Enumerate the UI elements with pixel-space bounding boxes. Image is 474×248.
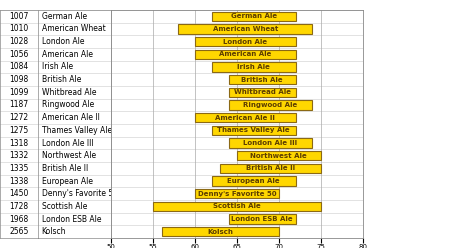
Text: British Ale: British Ale <box>241 77 283 83</box>
Text: 1338: 1338 <box>9 177 28 186</box>
Bar <box>195 113 296 123</box>
Bar <box>212 125 296 135</box>
Text: British Ale: British Ale <box>42 75 81 84</box>
Text: London Ale: London Ale <box>223 39 267 45</box>
Text: 2565: 2565 <box>9 227 28 236</box>
Bar <box>162 227 279 237</box>
Text: European Ale: European Ale <box>228 178 280 184</box>
Text: Denny's Favorite 50: Denny's Favorite 50 <box>42 189 118 198</box>
Bar <box>220 164 321 173</box>
Text: American Ale: American Ale <box>219 51 272 57</box>
Text: German Ale: German Ale <box>231 13 277 19</box>
Bar <box>195 189 279 198</box>
Text: 1007: 1007 <box>9 12 28 21</box>
Text: 1332: 1332 <box>9 151 28 160</box>
Text: 1056: 1056 <box>9 50 28 59</box>
Text: 1099: 1099 <box>9 88 28 97</box>
Bar <box>228 138 312 148</box>
Text: British Ale II: British Ale II <box>42 164 88 173</box>
Bar <box>228 100 312 110</box>
Text: 1187: 1187 <box>9 100 28 109</box>
Bar <box>228 214 296 224</box>
Text: Thames Valley Ale: Thames Valley Ale <box>218 127 290 133</box>
Bar <box>228 75 296 84</box>
Text: Ringwood Ale: Ringwood Ale <box>243 102 298 108</box>
Text: London Ale: London Ale <box>42 37 84 46</box>
Bar <box>153 202 321 211</box>
Text: American Wheat: American Wheat <box>213 26 278 32</box>
Text: London Ale III: London Ale III <box>42 139 93 148</box>
Text: 1098: 1098 <box>9 75 28 84</box>
Text: 1728: 1728 <box>9 202 28 211</box>
Text: Denny's Favorite 50: Denny's Favorite 50 <box>198 191 276 197</box>
Bar <box>195 37 296 46</box>
Text: 1028: 1028 <box>9 37 28 46</box>
Bar <box>195 50 296 59</box>
Text: London Ale III: London Ale III <box>244 140 298 146</box>
Text: 1275: 1275 <box>9 126 28 135</box>
Text: British Ale II: British Ale II <box>246 165 295 171</box>
Text: German Ale: German Ale <box>42 12 87 21</box>
Text: European Ale: European Ale <box>42 177 92 186</box>
Text: Scottish Ale: Scottish Ale <box>213 203 261 209</box>
Text: Ringwood Ale: Ringwood Ale <box>42 100 94 109</box>
Text: London ESB Ale: London ESB Ale <box>231 216 293 222</box>
Text: Scottish Ale: Scottish Ale <box>42 202 87 211</box>
Text: Irish Ale: Irish Ale <box>237 64 270 70</box>
Bar <box>212 62 296 72</box>
Text: American Ale: American Ale <box>42 50 92 59</box>
Text: 1272: 1272 <box>9 113 28 122</box>
Text: Northwest Ale: Northwest Ale <box>250 153 307 159</box>
Text: 1010: 1010 <box>9 25 28 33</box>
Text: American Ale II: American Ale II <box>42 113 100 122</box>
Text: Irish Ale: Irish Ale <box>42 62 73 71</box>
Text: 1318: 1318 <box>9 139 28 148</box>
Text: 1968: 1968 <box>9 215 28 223</box>
Text: Whitbread Ale: Whitbread Ale <box>42 88 96 97</box>
Text: Northwest Ale: Northwest Ale <box>42 151 96 160</box>
Text: 1084: 1084 <box>9 62 28 71</box>
Bar <box>237 151 321 160</box>
Bar <box>228 88 296 97</box>
Bar <box>212 11 296 21</box>
Text: 1450: 1450 <box>9 189 28 198</box>
Text: Thames Valley Ale: Thames Valley Ale <box>42 126 112 135</box>
Text: 1335: 1335 <box>9 164 28 173</box>
Text: Whitbread Ale: Whitbread Ale <box>234 89 291 95</box>
Text: London ESB Ale: London ESB Ale <box>42 215 101 223</box>
Text: American Wheat: American Wheat <box>42 25 105 33</box>
Bar <box>178 24 312 34</box>
Text: Kolsch: Kolsch <box>207 229 233 235</box>
Text: Kolsch: Kolsch <box>42 227 66 236</box>
Text: American Ale II: American Ale II <box>216 115 275 121</box>
Bar <box>212 176 296 186</box>
